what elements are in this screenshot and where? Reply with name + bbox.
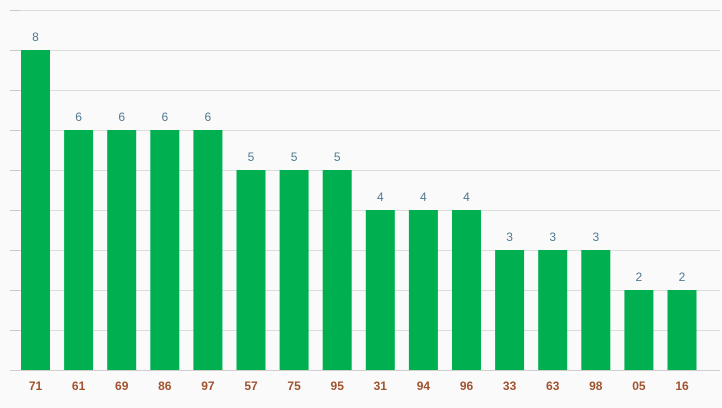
category-label-75: 75 (287, 379, 301, 393)
category-label-98: 98 (589, 379, 603, 393)
bar-31 (365, 210, 395, 370)
category-label-95: 95 (331, 379, 345, 393)
bar-63 (538, 250, 568, 370)
value-label-97: 6 (205, 110, 212, 124)
category-label-63: 63 (546, 379, 560, 393)
category-label-97: 97 (201, 379, 215, 393)
category-label-05: 05 (632, 379, 646, 393)
value-label-75: 5 (291, 150, 298, 164)
category-label-86: 86 (158, 379, 172, 393)
category-label-94: 94 (417, 379, 431, 393)
value-label-61: 6 (75, 110, 82, 124)
category-label-33: 33 (503, 379, 517, 393)
value-label-05: 2 (636, 270, 643, 284)
category-labels: 71 61 69 86 97 57 75 95 31 94 96 33 63 98 05 16 (29, 379, 689, 393)
category-label-16: 16 (675, 379, 689, 393)
category-label-61: 61 (72, 379, 86, 393)
value-label-33: 3 (506, 230, 513, 244)
bar-95 (322, 170, 352, 370)
bar-71 (21, 50, 50, 370)
category-label-31: 31 (374, 379, 388, 393)
value-label-57: 5 (248, 150, 255, 164)
value-label-16: 2 (679, 270, 686, 284)
bar-61 (64, 130, 94, 370)
bars (21, 50, 697, 370)
value-label-63: 3 (549, 230, 556, 244)
bar-05 (624, 290, 654, 370)
value-label-94: 4 (420, 190, 427, 204)
bar-69 (107, 130, 137, 370)
value-label-86: 6 (161, 110, 168, 124)
category-label-96: 96 (460, 379, 474, 393)
bar-97 (193, 130, 223, 370)
value-label-96: 4 (463, 190, 470, 204)
value-labels: 8 6 6 6 6 5 5 5 4 4 4 3 3 3 2 2 (32, 30, 686, 284)
bar-94 (408, 210, 438, 370)
bar-75 (279, 170, 309, 370)
bar-96 (452, 210, 481, 370)
value-label-95: 5 (334, 150, 341, 164)
category-label-71: 71 (29, 379, 43, 393)
category-label-69: 69 (115, 379, 129, 393)
value-label-69: 6 (118, 110, 125, 124)
value-label-71: 8 (32, 30, 39, 44)
bar-57 (236, 170, 266, 370)
bar-98 (581, 250, 611, 370)
category-label-57: 57 (244, 379, 258, 393)
bar-33 (495, 250, 525, 370)
value-label-31: 4 (377, 190, 384, 204)
bar-86 (150, 130, 180, 370)
value-label-98: 3 (592, 230, 599, 244)
bar-16 (667, 290, 697, 370)
